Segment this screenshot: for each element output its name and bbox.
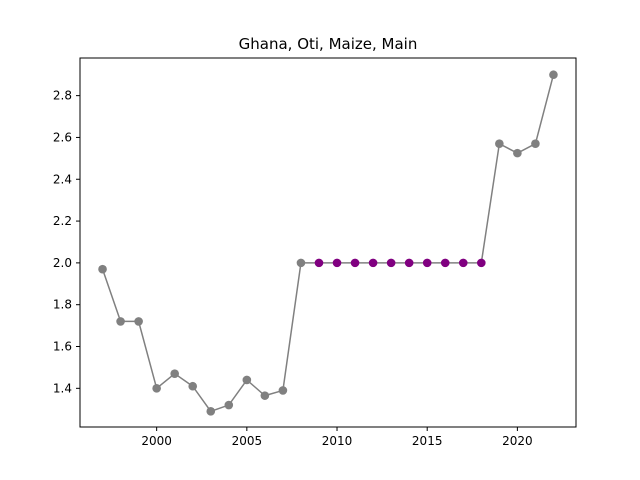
data-point (422, 258, 432, 268)
data-point (368, 258, 378, 268)
data-point (188, 381, 198, 391)
data-point (152, 384, 161, 393)
y-tick-label: 2.8 (53, 89, 72, 103)
data-point (314, 258, 324, 268)
data-point (531, 139, 540, 149)
data-point (98, 264, 107, 274)
y-tick-label: 2.6 (53, 130, 72, 144)
x-tick-label: 2010 (322, 434, 353, 448)
data-point (278, 386, 288, 395)
data-point (440, 258, 450, 268)
y-tick-label: 2.4 (53, 172, 72, 186)
y-tick-label: 1.4 (53, 381, 72, 395)
data-point (386, 258, 396, 268)
x-tick-label: 2020 (502, 434, 533, 448)
chart-title: Ghana, Oti, Maize, Main (239, 35, 418, 53)
series-line (101, 74, 555, 413)
data-point (332, 258, 342, 268)
data-point (260, 391, 270, 400)
y-axis: 1.4 1.6 1.8 2.0 2.2 2.4 2.6 2.8 (53, 89, 80, 395)
y-tick-label: 1.8 (53, 298, 72, 312)
x-tick-label: 2015 (412, 434, 443, 448)
axes-frame (79, 57, 577, 428)
x-tick-label: 2005 (232, 434, 263, 448)
data-point (350, 258, 360, 268)
data-point (134, 317, 143, 326)
data-point (296, 258, 306, 268)
data-point (170, 369, 179, 378)
x-axis: 2000 2005 2010 2015 2020 (141, 427, 533, 448)
y-tick-label: 2.0 (53, 256, 72, 270)
y-tick-label: 2.2 (53, 214, 72, 228)
y-tick-label: 1.6 (53, 340, 72, 354)
data-point (549, 70, 558, 80)
plot-area (98, 70, 558, 416)
data-point (116, 317, 125, 326)
x-tick-label: 2000 (141, 434, 172, 448)
data-point (477, 258, 486, 268)
data-point (242, 375, 252, 385)
data-point (224, 400, 234, 410)
data-point (513, 148, 522, 158)
data-point (206, 407, 216, 416)
data-point (495, 139, 504, 149)
data-point (404, 258, 414, 268)
data-point (458, 258, 468, 268)
